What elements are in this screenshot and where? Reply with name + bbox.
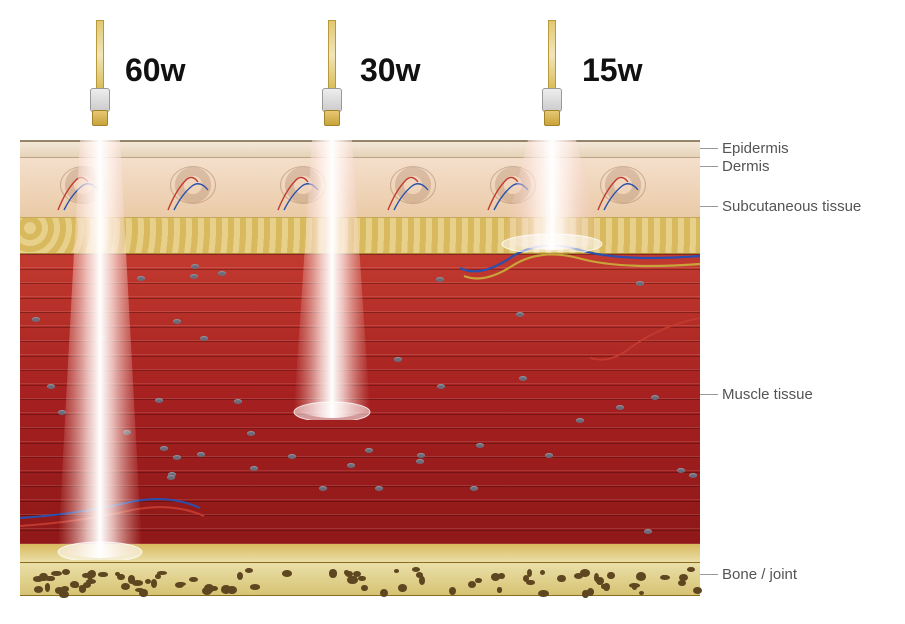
bone-trabecula (79, 585, 85, 592)
bone-trabecula (398, 584, 407, 592)
bone-trabecula (629, 583, 640, 588)
probe-shaft-icon (548, 20, 556, 90)
bone-trabecula (329, 569, 337, 577)
bone-trabecula (98, 572, 107, 577)
bone-trabecula (449, 587, 456, 595)
probe-tip-icon (544, 110, 560, 126)
leader-line-dermis (700, 166, 718, 167)
bone-trabecula (636, 572, 646, 581)
bone-trabecula (59, 591, 69, 599)
bone-trabecula (151, 579, 157, 587)
watt-label-60w: 60w (125, 52, 185, 89)
probe-head-icon (90, 88, 110, 112)
bone-trabecula (135, 588, 144, 592)
probe-shaft-icon (96, 20, 104, 90)
bone-trabecula (596, 577, 604, 585)
probe-head-icon (322, 88, 342, 112)
leader-line-subcutaneous (700, 206, 718, 207)
bone-trabecula (587, 588, 594, 596)
bone-trabecula (121, 583, 130, 590)
laser-probe (540, 20, 564, 150)
bone-trabecula (47, 576, 55, 581)
bone-trabecula (237, 572, 243, 580)
crossing-vessels (20, 198, 700, 558)
bone-trabecula (347, 576, 357, 584)
leader-line-epidermis (700, 148, 718, 149)
bone-trabecula (176, 582, 186, 586)
bone-trabecula (361, 585, 368, 592)
bone-trabecula (39, 573, 47, 581)
bone-trabecula (115, 572, 120, 577)
probe-head-icon (542, 88, 562, 112)
bone-trabecula (282, 570, 292, 576)
probe-shaft-icon (328, 20, 336, 90)
bone-trabecula (245, 568, 253, 573)
bone-trabecula (475, 578, 483, 583)
bone-trabecula (128, 575, 136, 584)
laser-probe (88, 20, 112, 150)
bone-trabecula (250, 584, 261, 590)
watt-label-15w: 15w (582, 52, 642, 89)
leader-line-muscle (700, 394, 718, 395)
label-subcutaneous: Subcutaneous tissue (722, 198, 861, 215)
bone-trabecula (693, 587, 702, 594)
bone-trabecula (70, 581, 79, 588)
label-epidermis: Epidermis (722, 140, 789, 157)
bone-trabecula (601, 584, 606, 589)
bone-trabecula (34, 586, 43, 593)
bone-trabecula (202, 587, 212, 595)
layer-epidermis (20, 140, 700, 158)
bone-trabecula (353, 571, 361, 577)
laser-probe (320, 20, 344, 150)
bone-trabecula (419, 576, 425, 584)
leader-line-bone (700, 574, 718, 575)
bone-trabecula (345, 571, 353, 577)
bone-trabecula (380, 589, 388, 597)
probe-tip-icon (324, 110, 340, 126)
tissue-cross-section-diagram: 60w 30w 15w (20, 20, 700, 610)
bone-trabecula (394, 569, 399, 573)
bone-trabecula (468, 581, 476, 588)
bone-trabecula (88, 570, 96, 579)
probe-tip-icon (92, 110, 108, 126)
bone-trabecula (540, 570, 545, 575)
bone-trabecula (574, 573, 583, 579)
bone-trabecula (45, 583, 50, 591)
bone-trabecula (557, 575, 565, 582)
label-dermis: Dermis (722, 158, 770, 175)
bone-trabecula (145, 579, 151, 584)
bone-trabecula (62, 569, 70, 575)
watt-label-30w: 30w (360, 52, 420, 89)
bone-trabecula (189, 577, 198, 582)
label-bone: Bone / joint (722, 566, 797, 583)
bone-trabecula (679, 574, 689, 582)
bone-trabecula (607, 572, 614, 579)
bone-trabecula (497, 587, 503, 592)
bone-trabecula (491, 573, 500, 581)
bone-trabecula (639, 591, 644, 595)
bone-trabecula (687, 567, 695, 572)
label-muscle: Muscle tissue (722, 386, 813, 403)
bone-trabecula (227, 586, 237, 594)
bone-trabecula (538, 590, 549, 597)
layer-bone (20, 562, 700, 596)
bone-trabecula (157, 571, 168, 575)
